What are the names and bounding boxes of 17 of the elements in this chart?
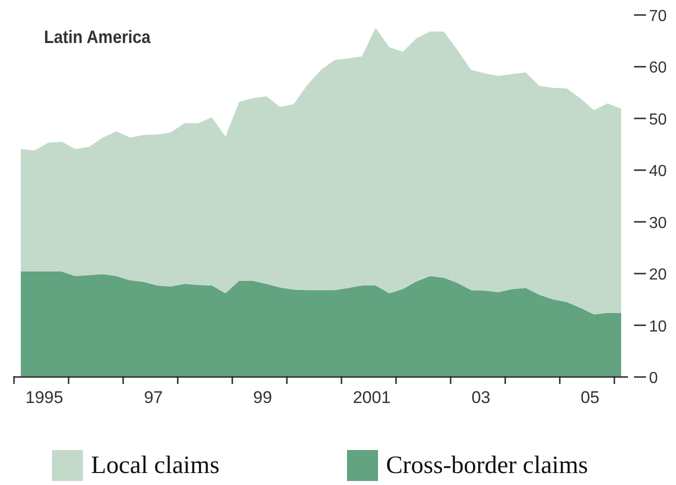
x-tick-label: 99 <box>253 388 272 407</box>
y-tick-label: 0 <box>649 370 658 387</box>
legend-label: Local claims <box>91 452 220 480</box>
y-tick-label: 10 <box>649 318 667 336</box>
x-tick-label: 05 <box>580 388 600 407</box>
x-tick-label: 2001 <box>352 388 391 407</box>
y-tick-label: 70 <box>649 8 667 25</box>
y-tick-label: 30 <box>649 214 667 232</box>
x-tick-label: 1995 <box>25 388 64 407</box>
y-tick-label: 60 <box>649 60 667 77</box>
x-tick-label: 97 <box>144 388 163 407</box>
y-tick-label: 40 <box>649 163 667 180</box>
text: Latin America <box>44 27 151 48</box>
y-tick-label: 50 <box>649 111 667 128</box>
y-tick-label: 20 <box>649 266 667 284</box>
x-tick-label: 03 <box>471 388 490 407</box>
legend-label: Cross-border claims <box>386 452 588 480</box>
